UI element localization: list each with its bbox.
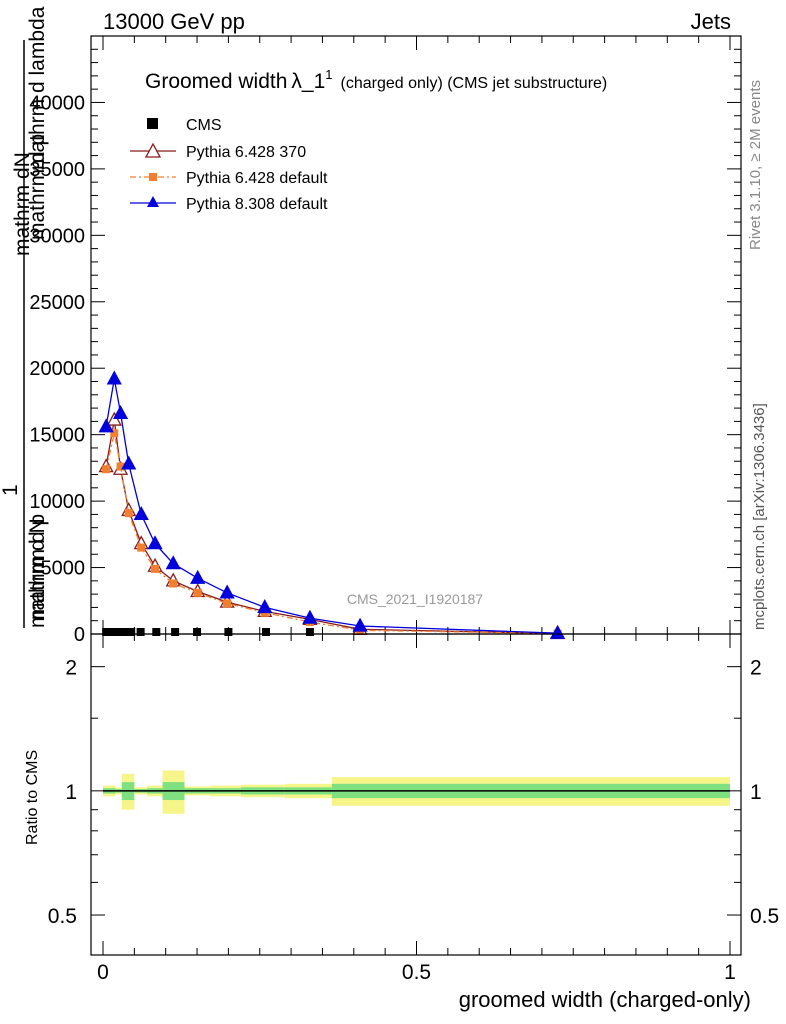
main-ytick-label: 5000 — [41, 558, 86, 580]
series-point-2 — [106, 370, 122, 385]
cms-point — [102, 628, 111, 636]
ylabel-line-3: mathrm d lambda — [26, 6, 49, 170]
ratio-xlabel: groomed width (charged-only) — [459, 987, 751, 1012]
series-point-2 — [165, 555, 181, 570]
title-main: Groomed width — [145, 70, 287, 93]
cms-point — [108, 628, 117, 636]
main-title: Groomed width λ_11 (charged only) (CMS jet… — [145, 67, 607, 93]
cms-point — [152, 628, 161, 636]
ratio-y-axis: 0.5 0.5 1 1 2 2 — [48, 657, 779, 928]
main-ylabel: mathrm dN mathrm d p mathrm d p mathrm d… — [0, 6, 49, 628]
main-y-axis: 0 5000 10000 15000 20000 25000 30000 35000 40000 — [29, 48, 741, 646]
series-point-1 — [124, 509, 133, 518]
series-point-2 — [257, 599, 273, 614]
mcplots-label: mcplots.cern.ch [arXiv:1306.3436] — [751, 403, 768, 630]
cms-point — [305, 628, 314, 636]
series-point-2 — [121, 455, 137, 470]
ratio-ytick-label-right: 1 — [750, 781, 762, 804]
title-text: Groomed width λ_11 (charged only) (CMS jet… — [145, 67, 607, 93]
ratio-x-axis: 0 0.5 1 — [97, 634, 736, 984]
ratio-bands — [103, 770, 730, 814]
legend-marker-pythia8-default — [147, 196, 159, 207]
ylabel-line-2: mathrm d p — [26, 134, 49, 240]
series-point-1 — [110, 429, 119, 438]
ratio-ytick-label: 1 — [65, 781, 77, 804]
main-ytick-label: 25000 — [29, 292, 85, 314]
legend-marker-pythia6-default — [149, 173, 157, 181]
series-point-2 — [133, 506, 149, 521]
legend-label-pythia8-default: Pythia 8.308 default — [186, 196, 328, 213]
series-point-2 — [112, 405, 129, 420]
ratio-ylabel: Ratio to CMS — [24, 750, 41, 845]
main-ytick-label: 20000 — [29, 358, 85, 380]
series-point-1 — [102, 465, 111, 474]
series-point-2 — [147, 535, 163, 550]
rivet-label: Rivet 3.1.10, ≥ 2M events — [747, 80, 764, 250]
cms-point — [193, 628, 202, 636]
ratio-xtick-label: 0.5 — [402, 961, 431, 984]
ratio-ytick-label-right: 0.5 — [750, 905, 779, 928]
analysis-watermark: CMS_2021_I1920187 — [347, 591, 483, 607]
series-point-1 — [223, 599, 232, 608]
cms-point — [171, 628, 180, 636]
ratio-xtick-label: 0 — [97, 961, 109, 984]
ylabel-line-0: mathrm dN — [11, 152, 34, 256]
series-line-2 — [105, 378, 558, 634]
legend: CMS Pythia 6.428 370 Pythia 6.428 defaul… — [130, 117, 328, 213]
cms-point — [224, 628, 233, 636]
title-note: (charged only) (CMS jet substructure) — [341, 75, 608, 92]
series-point-2 — [352, 617, 368, 632]
series-point-1 — [169, 579, 178, 588]
ylabel-line-1: mathrm d p — [26, 514, 49, 620]
series-point-2 — [219, 584, 235, 599]
ylabel-line-4: 1 — [0, 484, 22, 496]
cms-point — [114, 628, 123, 636]
category-label: Jets — [691, 9, 731, 34]
series-line-0 — [105, 419, 558, 635]
series-point-1 — [151, 564, 160, 573]
main-ytick-label: 30000 — [29, 225, 85, 247]
main-ytick-label: 0 — [74, 624, 85, 646]
title-superscript: 1 — [325, 67, 332, 82]
cms-point — [127, 628, 136, 636]
series-line-1 — [105, 433, 558, 635]
main-ytick-label: 40000 — [29, 92, 85, 114]
main-ytick-label: 10000 — [29, 491, 85, 513]
ratio-ytick-label: 2 — [65, 657, 77, 680]
series-point-1 — [137, 543, 146, 552]
legend-marker-pythia6-370 — [144, 142, 162, 158]
energy-label: 13000 GeV pp — [103, 9, 245, 34]
cms-point — [262, 628, 271, 636]
series-point-2 — [190, 569, 206, 584]
series-point-2 — [302, 609, 318, 624]
cms-point — [136, 628, 145, 636]
title-symbol: λ_1 — [291, 70, 325, 93]
cms-point — [120, 628, 129, 636]
main-series — [98, 370, 566, 640]
series-point-2 — [549, 624, 566, 639]
ylabel-line-5: mathrm d N — [26, 518, 49, 628]
legend-label-pythia6-370: Pythia 6.428 370 — [186, 144, 306, 161]
ratio-xtick-label: 1 — [724, 961, 736, 984]
series-point-1 — [193, 588, 202, 597]
series-point-2 — [98, 418, 114, 433]
series-point-1 — [116, 462, 125, 471]
legend-label-cms: CMS — [186, 117, 222, 134]
legend-marker-cms — [147, 118, 158, 129]
legend-label-pythia6-default: Pythia 6.428 default — [186, 170, 328, 187]
main-ytick-label: 15000 — [29, 425, 85, 447]
main-ytick-label: 35000 — [29, 159, 85, 181]
ratio-ytick-label: 0.5 — [48, 905, 77, 928]
ratio-ytick-label-right: 2 — [750, 657, 762, 680]
